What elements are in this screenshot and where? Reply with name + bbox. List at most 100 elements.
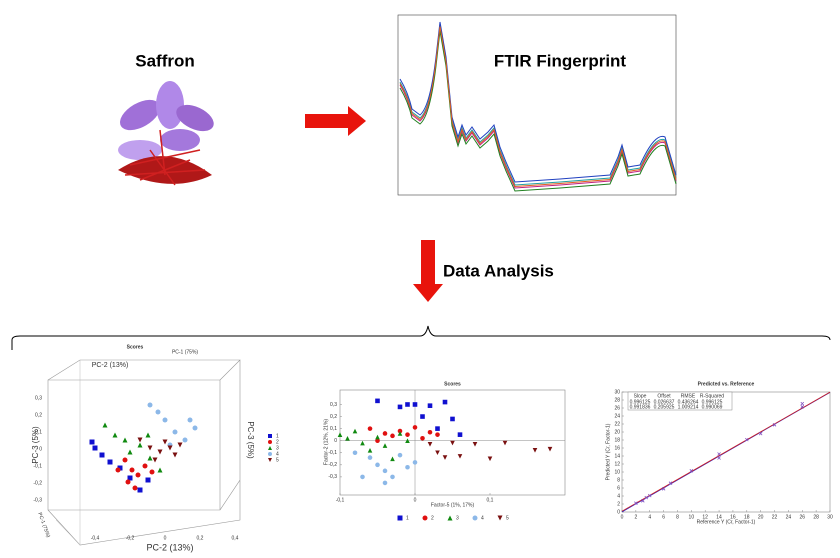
x-tick-label: 0 xyxy=(414,497,417,503)
x-tick-label: 8 xyxy=(676,514,679,520)
legend-marker xyxy=(498,516,503,521)
legend-label: 3 xyxy=(456,515,459,521)
y-tick-label: 30 xyxy=(614,389,620,395)
data-point xyxy=(435,450,440,455)
y-tick-label: 18 xyxy=(614,437,620,443)
data-point xyxy=(398,405,403,410)
legend-label: 1 xyxy=(406,515,409,521)
x-tick-label: 24 xyxy=(786,514,792,520)
decorative-point xyxy=(158,450,163,455)
decorative-point xyxy=(148,403,153,408)
x-tick-label: 2 xyxy=(634,514,637,520)
data-point xyxy=(368,426,373,431)
decorative-point xyxy=(130,468,135,473)
data-point xyxy=(375,463,380,468)
x-tick-label: 30 xyxy=(827,514,833,520)
y-tick-label: 8 xyxy=(617,477,620,483)
decorative-point xyxy=(153,458,158,463)
data-point xyxy=(413,425,418,430)
tick-label: 0,2 xyxy=(35,412,42,418)
y-tick-label: 16 xyxy=(614,445,620,451)
data-point xyxy=(428,442,433,447)
decorative-point xyxy=(123,438,128,443)
y-tick-label: 0,2 xyxy=(330,414,337,420)
axis-label: Factor-2 (12%, 21%) xyxy=(323,419,329,465)
data-point xyxy=(413,460,418,465)
down-arrow xyxy=(413,240,443,302)
decorative-point xyxy=(90,440,95,445)
decorative-point xyxy=(163,418,168,423)
y-tick-label: 10 xyxy=(614,469,620,475)
data-point xyxy=(435,426,440,431)
decorative-point xyxy=(93,446,98,451)
decorative-point xyxy=(138,438,143,443)
data-point xyxy=(420,436,425,441)
data-point xyxy=(428,430,433,435)
decorative-point xyxy=(138,488,143,493)
x-tick-label: 10 xyxy=(689,514,695,520)
tick-label: 0,3 xyxy=(35,395,42,401)
data-point xyxy=(473,442,478,447)
x-tick-label: 26 xyxy=(799,514,805,520)
axis-label: Predicted Y (Cr, Factor-1) xyxy=(605,423,611,480)
x-tick-label: 14 xyxy=(716,514,722,520)
y-tick-label: 22 xyxy=(614,421,620,427)
table-cell: 0.205925 xyxy=(654,404,675,410)
decorative-point xyxy=(158,468,163,473)
data-point xyxy=(353,429,358,434)
data-point xyxy=(390,475,395,480)
data-point xyxy=(383,431,388,436)
y-tick-label: 0,3 xyxy=(330,402,337,408)
y-tick-label: -0,2 xyxy=(328,462,337,468)
table-cell: 0.991836 xyxy=(630,404,651,410)
y-tick-label: 24 xyxy=(614,413,620,419)
ftir-label: FTIR Fingerprint xyxy=(494,51,627,70)
x-tick-label: 6 xyxy=(662,514,665,520)
decorative-point xyxy=(143,464,148,469)
legend-label: 4 xyxy=(481,515,484,521)
decorative-point xyxy=(146,433,151,438)
axis-label: PC-2 (13%) xyxy=(146,542,193,552)
y-tick-label: 28 xyxy=(614,397,620,403)
plot-title: Predicted vs. Reference xyxy=(698,381,755,387)
data-point xyxy=(413,402,418,407)
data-point xyxy=(548,447,553,452)
tick-label: -0,2 xyxy=(126,535,135,541)
tick-label: 0,2 xyxy=(197,535,204,541)
plot-title: Scores xyxy=(127,344,144,350)
legend-label: 2 xyxy=(431,515,434,521)
decorative-point xyxy=(150,470,155,475)
y-tick-label: 6 xyxy=(617,485,620,491)
legend-marker xyxy=(398,516,403,521)
x-tick-label: 12 xyxy=(702,514,708,520)
decorative-point xyxy=(138,443,143,448)
data-point xyxy=(383,481,388,486)
x-tick-label: -0,1 xyxy=(336,497,345,503)
x-tick-label: 28 xyxy=(813,514,819,520)
y-tick-label: 14 xyxy=(614,453,620,459)
right-arrow xyxy=(305,106,366,136)
data-point xyxy=(405,432,410,437)
data-point xyxy=(375,435,380,440)
decorative-point xyxy=(128,450,133,455)
saffron-label: Saffron xyxy=(135,51,195,70)
legend-marker xyxy=(268,440,272,444)
data-point xyxy=(383,443,388,448)
legend-label: 5 xyxy=(506,515,509,521)
regression-plot: Predicted vs. ReferenceReference Y (Cr, … xyxy=(605,381,833,525)
data-point xyxy=(450,417,455,422)
tick-label: 0 xyxy=(39,446,42,452)
decorative-point xyxy=(173,430,178,435)
table-cell: 0.990069 xyxy=(702,404,723,410)
decorative-point xyxy=(126,480,131,485)
decorative-point xyxy=(100,453,105,458)
data-point xyxy=(458,432,463,437)
data-point xyxy=(503,441,508,446)
decorative-point xyxy=(173,453,178,458)
decorative-point xyxy=(193,426,198,431)
data-point xyxy=(801,402,804,405)
table-cell: 1.009214 xyxy=(678,404,699,410)
data-point xyxy=(428,403,433,408)
tick-label: 0 xyxy=(164,535,167,541)
